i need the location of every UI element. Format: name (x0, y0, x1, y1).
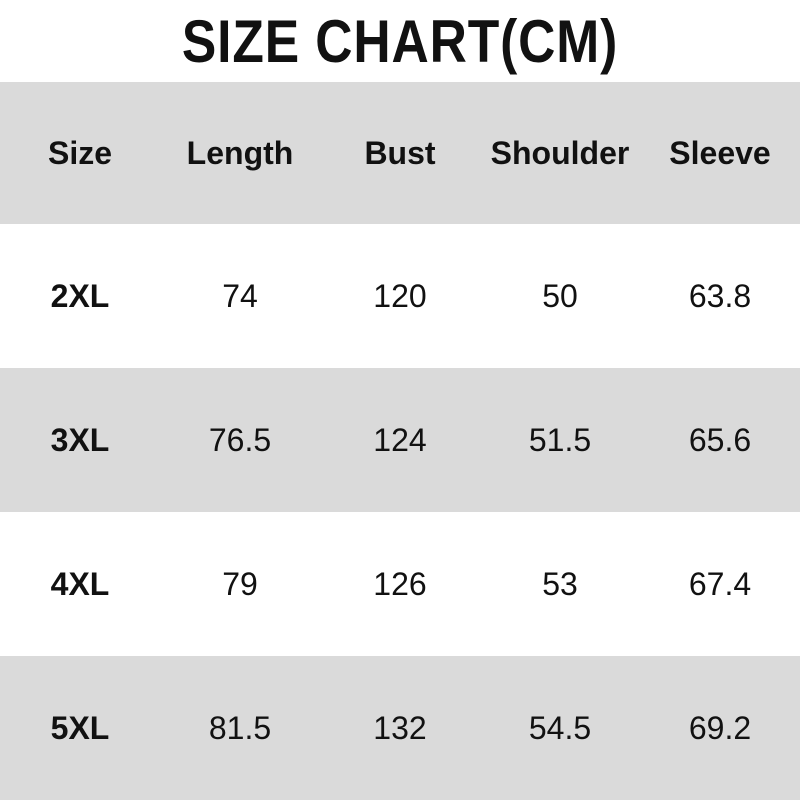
size-cell: 3XL (50, 421, 110, 458)
table-row: 2XL 74 120 50 63.8 (0, 224, 800, 368)
size-cell: 4XL (50, 565, 110, 602)
shoulder-cell: 51.5 (528, 421, 592, 458)
shoulder-cell: 54.5 (528, 709, 592, 746)
length-cell: 79 (222, 565, 258, 602)
column-header-sleeve: Sleeve (669, 134, 771, 171)
sleeve-cell: 65.6 (688, 421, 752, 458)
length-cell: 81.5 (208, 709, 272, 746)
size-cell: 2XL (50, 277, 110, 314)
length-cell: 76.5 (208, 421, 272, 458)
table-row: 5XL 81.5 132 54.5 69.2 (0, 656, 800, 800)
shoulder-cell: 50 (542, 277, 578, 314)
table-row: 3XL 76.5 124 51.5 65.6 (0, 368, 800, 512)
column-header-shoulder: Shoulder (490, 134, 630, 171)
size-cell: 5XL (50, 709, 110, 746)
bust-cell: 126 (373, 565, 427, 602)
sleeve-cell: 63.8 (688, 277, 752, 314)
bust-cell: 132 (373, 709, 427, 746)
sleeve-cell: 69.2 (688, 709, 752, 746)
bust-cell: 120 (373, 277, 427, 314)
table-row: 4XL 79 126 53 67.4 (0, 512, 800, 656)
shoulder-cell: 53 (542, 565, 578, 602)
bust-cell: 124 (373, 421, 427, 458)
length-cell: 74 (222, 277, 258, 314)
column-header-length: Length (186, 134, 294, 171)
sleeve-cell: 67.4 (688, 565, 752, 602)
table-header: Size Length Bust Shoulder Sleeve (0, 82, 800, 224)
column-header-size: Size (47, 134, 113, 171)
page-title: SIZE CHART(CM) (181, 7, 619, 75)
column-header-bust: Bust (364, 134, 436, 171)
